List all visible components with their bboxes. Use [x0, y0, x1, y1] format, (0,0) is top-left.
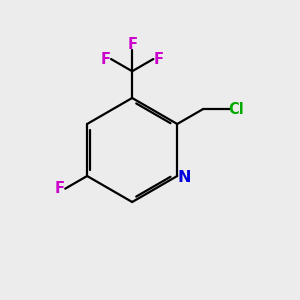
Text: N: N — [178, 170, 191, 185]
Text: F: F — [101, 52, 111, 67]
Text: F: F — [127, 37, 137, 52]
Text: F: F — [154, 52, 164, 67]
Text: F: F — [55, 181, 65, 196]
Text: Cl: Cl — [228, 102, 244, 117]
